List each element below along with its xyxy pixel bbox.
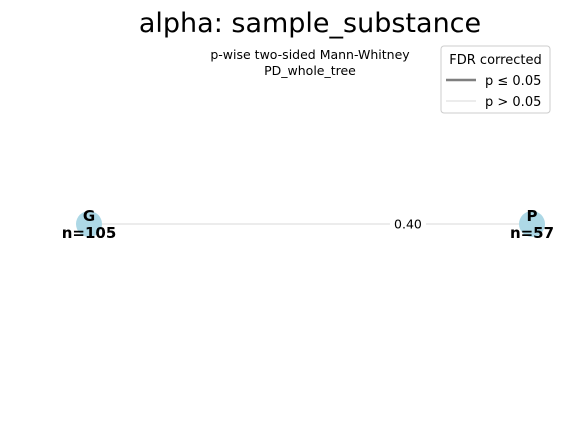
- node-G: [76, 211, 102, 237]
- chart-title: alpha: sample_substance: [139, 8, 481, 39]
- node-label: G: [83, 207, 95, 225]
- edge-label-background: [389, 215, 426, 233]
- legend-label-significant: p ≤ 0.05: [485, 74, 541, 89]
- nodes-layer: Gn=105 Pn=57: [62, 207, 554, 242]
- chart-subtitle-test: p-wise two-sided Mann-Whitney: [210, 47, 410, 62]
- node-label: P: [527, 207, 538, 225]
- legend-label-nonsignificant: p > 0.05: [485, 95, 541, 110]
- legend-title: FDR corrected: [449, 53, 541, 68]
- legend: FDR corrected p ≤ 0.05 p > 0.05: [440, 45, 551, 114]
- edge-pvalue-label: 0.40: [394, 217, 422, 232]
- legend-frame: [440, 45, 551, 114]
- node-count-label: n=57: [510, 224, 554, 242]
- edges-layer: 0.40: [89, 215, 532, 233]
- node-count-label: n=105: [62, 224, 117, 242]
- node-P: [519, 211, 545, 237]
- chart-subtitle-metric: PD_whole_tree: [264, 63, 356, 78]
